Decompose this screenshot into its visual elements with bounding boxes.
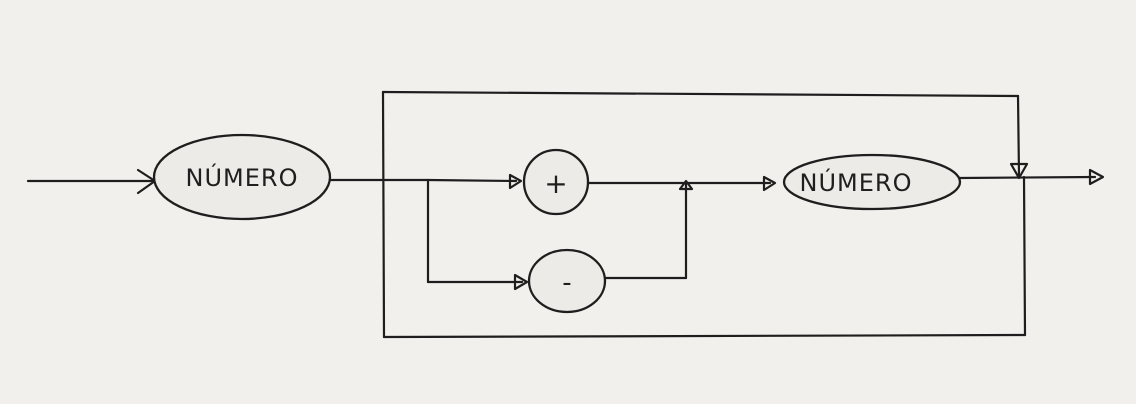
loop-box-top	[381, 90, 1020, 98]
minus-arrowhead	[513, 273, 529, 291]
numero-loop-label: NÚMERO	[800, 167, 913, 197]
numero-loop-oval	[782, 153, 962, 211]
merge-arrowhead	[678, 179, 694, 191]
line-to-plus	[426, 178, 518, 183]
plus-label: +	[544, 167, 567, 200]
loop-box-right	[1022, 175, 1027, 337]
loop-top-drop	[1016, 94, 1021, 178]
numero-loop-out-line	[958, 175, 1097, 180]
minus-circle	[527, 248, 607, 314]
loop-box-left	[381, 90, 386, 339]
loop-top-arrowhead	[1009, 162, 1029, 180]
numero-start-oval	[152, 133, 332, 221]
plus-arrowhead	[508, 173, 523, 190]
numero-start-label: NÚMERO	[186, 162, 299, 192]
loop-box-bottom	[382, 333, 1027, 339]
numero-loop-arrowhead	[762, 175, 777, 192]
exit-arrowhead	[1088, 168, 1105, 186]
minus-label: -	[562, 268, 571, 298]
